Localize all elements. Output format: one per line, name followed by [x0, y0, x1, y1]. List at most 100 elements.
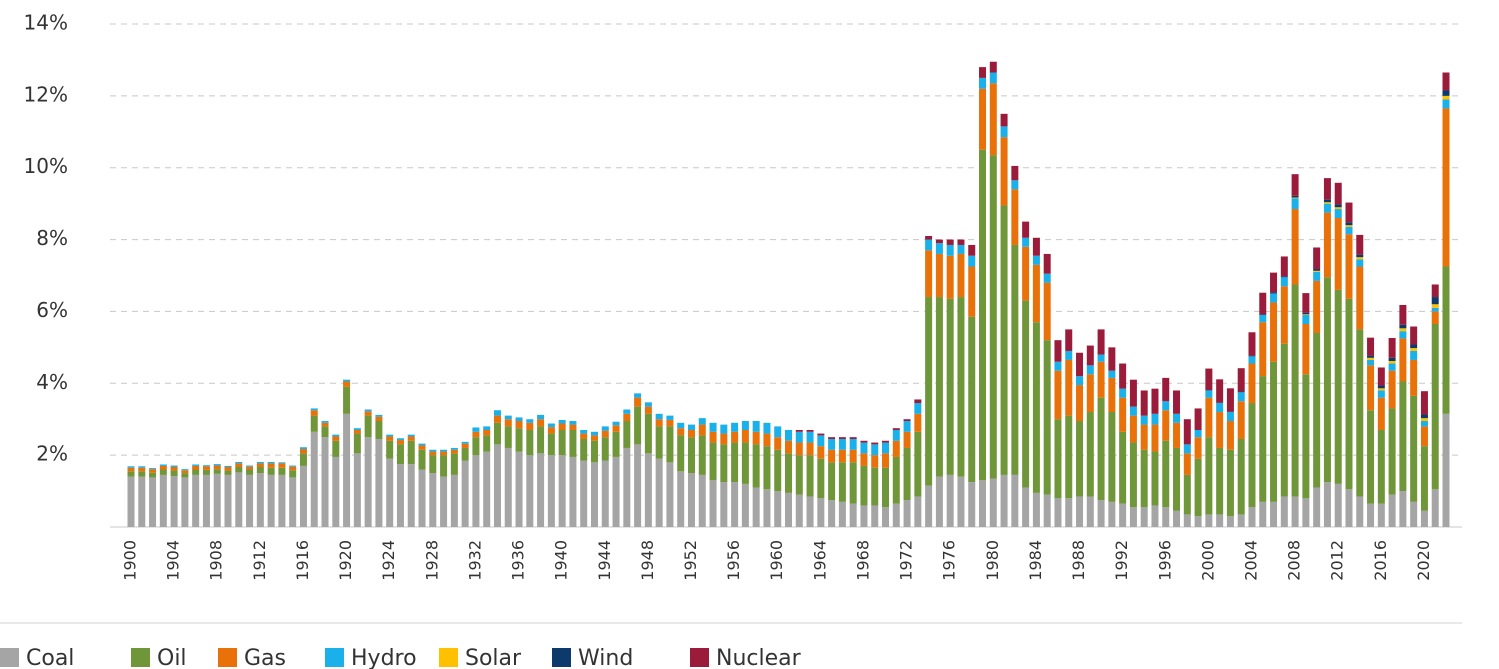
- legend-swatch: [690, 648, 709, 667]
- bar-segment: [1248, 363, 1256, 404]
- bar-segment: [1043, 253, 1051, 274]
- bar-segment: [537, 419, 545, 427]
- bar-segment: [526, 455, 534, 527]
- bar-segment: [871, 442, 879, 445]
- bar-segment: [720, 482, 728, 527]
- bar-segment: [1270, 302, 1278, 362]
- bar-segment: [871, 444, 879, 456]
- bar-segment: [364, 409, 372, 412]
- bar-segment: [925, 485, 933, 527]
- bar-segment: [914, 431, 922, 497]
- bar-segment: [677, 422, 685, 429]
- bar-segment: [343, 379, 351, 382]
- bar-segment: [246, 474, 254, 527]
- bar-segment: [1119, 397, 1127, 432]
- bar-segment: [946, 255, 954, 299]
- bar-segment: [795, 442, 803, 456]
- bar-segment: [1248, 356, 1256, 364]
- bar-segment: [1183, 453, 1191, 475]
- bar-segment: [472, 427, 480, 432]
- x-tick-label: 1992: [1112, 540, 1131, 581]
- bar-segment: [763, 489, 771, 527]
- bar-segment: [1216, 379, 1224, 403]
- bar-segment: [612, 425, 620, 432]
- bar-segment: [1108, 501, 1116, 527]
- bar-segment: [483, 435, 491, 452]
- bar-segment: [1431, 307, 1439, 312]
- bar-segment: [774, 426, 782, 438]
- bar-segment: [687, 437, 695, 474]
- bar-segment: [1388, 338, 1396, 358]
- bar-segment: [1334, 483, 1342, 527]
- bar-segment: [407, 436, 415, 441]
- bar-segment: [1043, 273, 1051, 283]
- bar-segment: [892, 456, 900, 504]
- bar-segment: [1054, 361, 1062, 371]
- bar-segment: [655, 419, 663, 427]
- bar-segment: [289, 465, 297, 467]
- bar-segment: [871, 455, 879, 468]
- bar-segment: [720, 444, 728, 483]
- bar-segment: [149, 477, 157, 527]
- bar-segment: [903, 447, 911, 501]
- bar-segment: [1108, 370, 1116, 378]
- bar-segment: [440, 451, 448, 456]
- bar-segment: [666, 462, 674, 527]
- bar-segment: [838, 438, 846, 450]
- bar-segment: [1205, 437, 1213, 515]
- bar-segment: [849, 462, 857, 504]
- bar-segment: [1345, 234, 1353, 299]
- bar-segment: [1162, 377, 1170, 402]
- bar-segment: [882, 507, 890, 527]
- bar-segment: [1151, 388, 1159, 414]
- bar-segment: [138, 471, 146, 477]
- bar-segment: [601, 460, 609, 527]
- bar-segment: [795, 455, 803, 495]
- bar-segment: [472, 431, 480, 438]
- x-tick-label: 2000: [1198, 540, 1217, 581]
- bar-segment: [968, 244, 976, 256]
- x-tick-label: 2016: [1371, 540, 1390, 581]
- bar-segment: [310, 415, 318, 432]
- bar-segment: [1065, 350, 1073, 360]
- bar-segment: [246, 465, 254, 467]
- bar-segment: [590, 462, 598, 527]
- bar-segment: [1097, 397, 1105, 501]
- bar-segment: [1302, 498, 1310, 527]
- bar-segment: [1313, 271, 1321, 281]
- bar-segment: [655, 426, 663, 459]
- bar-segment: [687, 424, 695, 430]
- bar-segment: [526, 429, 534, 456]
- bar-segment: [914, 413, 922, 432]
- bar-segment: [440, 455, 448, 477]
- x-tick-label: 2020: [1414, 540, 1433, 581]
- bar-segment: [860, 505, 868, 527]
- bar-segment: [1313, 280, 1321, 333]
- bar-segment: [1022, 300, 1030, 488]
- bar-segment: [946, 298, 954, 475]
- x-tick-label: 1932: [465, 540, 484, 581]
- bar-segment: [213, 473, 221, 527]
- bar-segment: [1442, 108, 1450, 267]
- bar-segment: [763, 422, 771, 434]
- bar-segment: [1076, 496, 1084, 527]
- bar-segment: [1140, 424, 1148, 450]
- bar-segment: [968, 266, 976, 317]
- bar-segment: [914, 403, 922, 414]
- bar-segment: [504, 447, 512, 527]
- bar-segment: [1420, 510, 1428, 527]
- bar-segment: [1280, 286, 1288, 344]
- bar-segment: [289, 466, 297, 471]
- bar-segment: [235, 472, 243, 527]
- bar-segment: [256, 463, 264, 467]
- bar-segment: [1076, 385, 1084, 422]
- bar-segment: [1270, 361, 1278, 502]
- bar-segment: [1356, 266, 1364, 330]
- bar-segment: [1226, 421, 1234, 450]
- bar-segment: [224, 465, 232, 467]
- bar-segment: [1410, 359, 1418, 396]
- bar-segment: [181, 469, 189, 471]
- bar-segment: [687, 429, 695, 438]
- bar-segment: [979, 77, 987, 89]
- x-tick-label: 1976: [940, 540, 959, 581]
